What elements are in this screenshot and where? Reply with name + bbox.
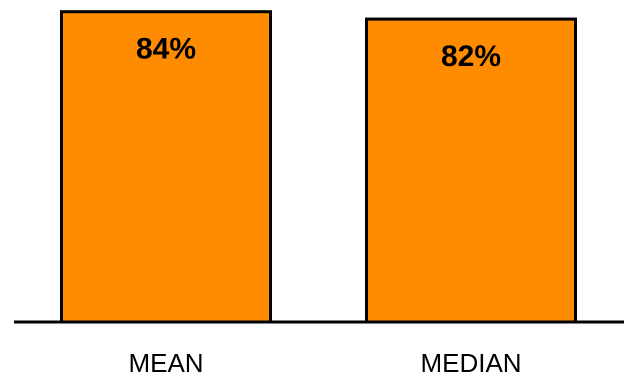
category-labels-group: MEAN MEDIAN bbox=[128, 348, 521, 378]
category-label-median: MEDIAN bbox=[420, 348, 521, 378]
category-label-mean: MEAN bbox=[128, 348, 203, 378]
bar-median bbox=[365, 17, 577, 324]
bars-group bbox=[60, 10, 577, 324]
value-label-median: 82% bbox=[441, 40, 501, 73]
bar-mean bbox=[60, 10, 272, 324]
value-labels-group: 84% 82% bbox=[136, 33, 501, 73]
value-label-mean: 84% bbox=[136, 33, 196, 66]
